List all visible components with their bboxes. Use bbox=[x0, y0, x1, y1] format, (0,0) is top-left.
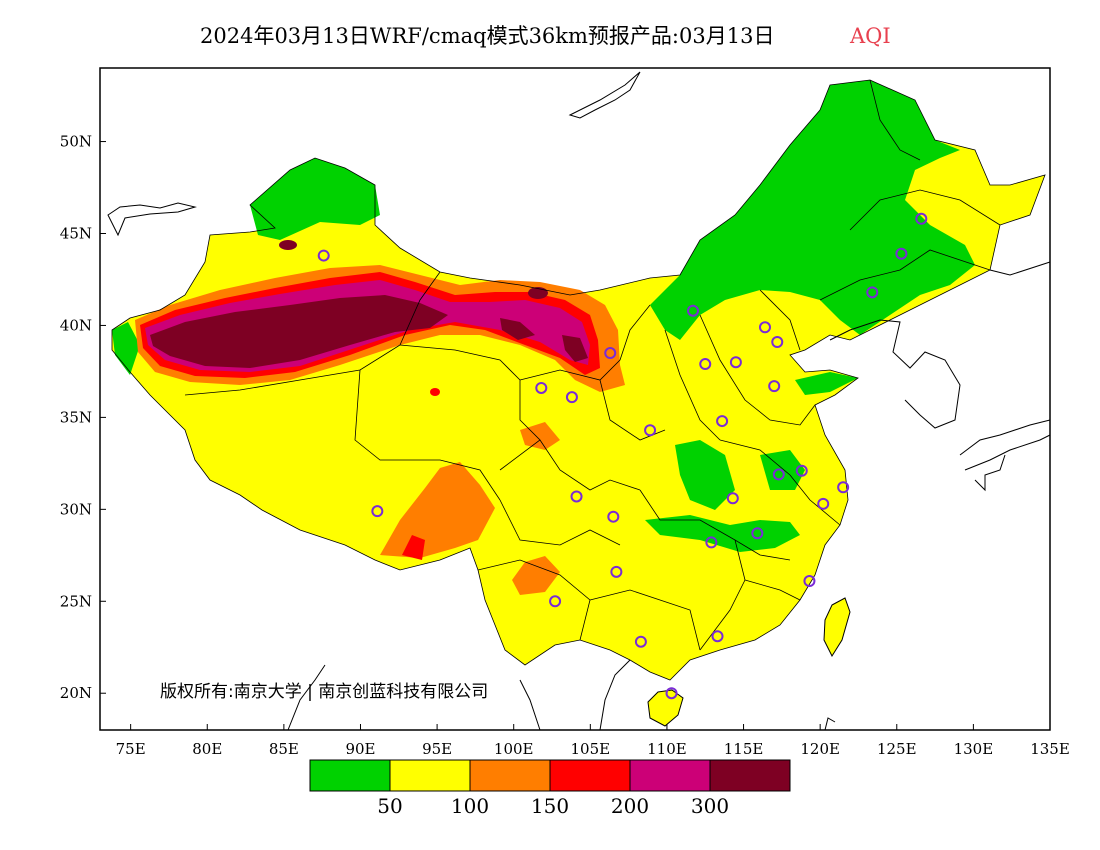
legend-swatch bbox=[629, 759, 711, 792]
city-station-marker bbox=[610, 565, 623, 578]
aqi-hazardous-region bbox=[150, 295, 448, 368]
city-station-marker bbox=[768, 380, 781, 393]
city-station-marker bbox=[729, 356, 742, 369]
yunnan-orange bbox=[512, 556, 560, 595]
city-station-marker bbox=[759, 321, 771, 334]
city-station-marker bbox=[634, 635, 647, 648]
legend-swatch bbox=[309, 759, 391, 792]
x-tick-label: 135E bbox=[1030, 740, 1070, 758]
northwest-green bbox=[250, 158, 380, 240]
x-tick-label: 90E bbox=[345, 740, 375, 758]
city-station-marker bbox=[726, 492, 739, 505]
x-tick-label: 125E bbox=[877, 740, 917, 758]
legend-label: 50 bbox=[377, 794, 402, 818]
map-title: 2024年03月13日WRF/cmaq模式36km预报产品:03月13日 bbox=[200, 24, 774, 48]
city-station-marker bbox=[570, 490, 583, 503]
west-green bbox=[112, 322, 140, 375]
aqi-hazardous-spot-1 bbox=[500, 318, 535, 340]
city-station-marker bbox=[895, 247, 908, 260]
map-area: 版权所有:南京大学 | 南京创蓝科技有限公司 bbox=[99, 67, 1051, 731]
copyright-text: 版权所有:南京大学 | 南京创蓝科技有限公司 bbox=[160, 682, 488, 702]
y-tick-label: 25N bbox=[60, 592, 92, 610]
y-tick-label: 40N bbox=[60, 316, 92, 334]
y-tick-label: 35N bbox=[60, 408, 92, 426]
city-station-marker bbox=[644, 424, 657, 437]
taiwan-island bbox=[823, 597, 851, 658]
x-tick-label: 115E bbox=[724, 740, 764, 758]
map-variable-label: AQI bbox=[849, 24, 891, 48]
city-station-marker bbox=[837, 481, 850, 494]
city-station-marker bbox=[803, 575, 816, 588]
legend-swatch bbox=[389, 759, 471, 792]
city-station-marker bbox=[371, 505, 384, 518]
city-station-marker bbox=[751, 527, 764, 540]
longitude-axis: 75E 80E 85E 90E 95E 100E 105E 110E 115E 120E 125E 1… bbox=[116, 724, 1070, 758]
x-tick-label: 95E bbox=[422, 740, 452, 758]
city-station-marker bbox=[565, 391, 578, 404]
y-tick-label: 30N bbox=[60, 500, 92, 518]
central-green-2 bbox=[645, 515, 800, 552]
city-station-marker bbox=[771, 335, 784, 348]
legend-label: 300 bbox=[691, 794, 729, 818]
y-tick-label: 50N bbox=[60, 133, 92, 151]
latitude-axis: 50N 45N 40N 35N 30N 25N 20N bbox=[60, 133, 106, 702]
x-tick-label: 75E bbox=[116, 740, 146, 758]
aqi-unhealthy-spot-5 bbox=[430, 388, 440, 396]
city-station-marker bbox=[665, 687, 678, 700]
x-tick-label: 105E bbox=[571, 740, 611, 758]
city-station-marker bbox=[705, 536, 718, 549]
legend-swatch bbox=[709, 759, 791, 792]
city-station-marker bbox=[795, 464, 808, 477]
tibet-red bbox=[402, 535, 425, 560]
city-station-marker bbox=[866, 286, 879, 299]
city-station-marker bbox=[549, 595, 562, 608]
city-station-marker bbox=[711, 630, 724, 643]
city-station-marker bbox=[716, 415, 729, 428]
x-tick-label: 100E bbox=[494, 740, 534, 758]
legend-label: 200 bbox=[611, 794, 649, 818]
x-tick-label: 80E bbox=[192, 740, 222, 758]
legend-swatch bbox=[469, 759, 551, 792]
aqi-hazardous-spot-2 bbox=[562, 335, 588, 362]
shandong-green bbox=[795, 372, 858, 395]
y-tick-label: 20N bbox=[60, 684, 92, 702]
x-tick-label: 130E bbox=[954, 740, 994, 758]
city-station-marker bbox=[604, 347, 617, 360]
aqi-legend: 50 100 150 200 300 bbox=[309, 759, 791, 818]
city-station-marker bbox=[686, 304, 699, 317]
y-tick-label: 45N bbox=[60, 225, 92, 243]
city-station-marker bbox=[607, 510, 620, 523]
city-station-marker bbox=[772, 468, 785, 481]
x-tick-label: 110E bbox=[647, 740, 687, 758]
x-tick-label: 85E bbox=[269, 740, 299, 758]
gansu-orange bbox=[520, 422, 560, 450]
city-station-marker bbox=[535, 381, 548, 394]
coastlines bbox=[107, 71, 1051, 731]
hainan-island bbox=[647, 689, 684, 727]
city-station-marker bbox=[317, 249, 330, 262]
city-station-marker bbox=[915, 212, 928, 225]
tibet-orange bbox=[380, 462, 495, 558]
legend-label: 150 bbox=[531, 794, 569, 818]
city-stations bbox=[317, 212, 928, 700]
legend-swatch bbox=[549, 759, 631, 792]
northeast-green bbox=[650, 80, 975, 340]
city-station-marker bbox=[699, 358, 712, 371]
x-tick-label: 120E bbox=[800, 740, 840, 758]
city-station-marker bbox=[817, 497, 830, 510]
aqi-hazardous-spot-3 bbox=[279, 240, 297, 250]
aqi-good-regions bbox=[112, 80, 975, 552]
map-frame bbox=[99, 67, 1051, 731]
central-green-1 bbox=[675, 440, 735, 510]
legend-label: 100 bbox=[451, 794, 489, 818]
